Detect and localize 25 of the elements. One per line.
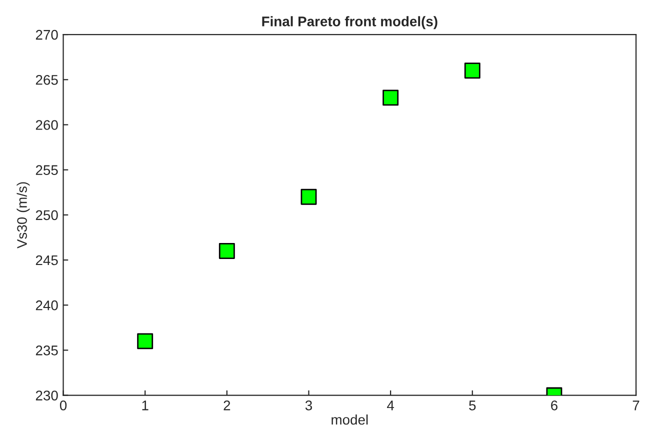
x-tick-label: 7 [632,400,640,410]
y-tick-label: 240 [36,300,58,310]
x-tick-label: 0 [60,400,67,410]
point [382,90,399,106]
y-tick-label: 255 [36,165,58,175]
x-axis-title: model [332,414,368,425]
y-tick-label: 265 [36,74,58,85]
x-tick-label: 5 [469,400,476,410]
y-axis-title: Vs30 (m/s) [16,182,30,248]
x-tick-label: 3 [305,400,312,410]
point [300,188,317,205]
x-tick-label: 1 [142,400,148,410]
y-tick-label: 250 [36,210,58,220]
point [218,243,235,259]
chart-title: Final Pareto front model(s) [262,16,438,30]
y-tick-label: 235 [36,346,58,356]
point [137,333,154,350]
x-tick-label: 4 [387,400,394,410]
x-tick-label: 2 [224,400,230,410]
y-tick-label: 230 [36,390,58,400]
y-tick-label: 270 [36,30,58,40]
x-tick-label: 6 [551,400,558,410]
y-tick-label: 245 [36,255,58,266]
point [464,62,480,79]
y-tick-label: 260 [36,120,58,130]
